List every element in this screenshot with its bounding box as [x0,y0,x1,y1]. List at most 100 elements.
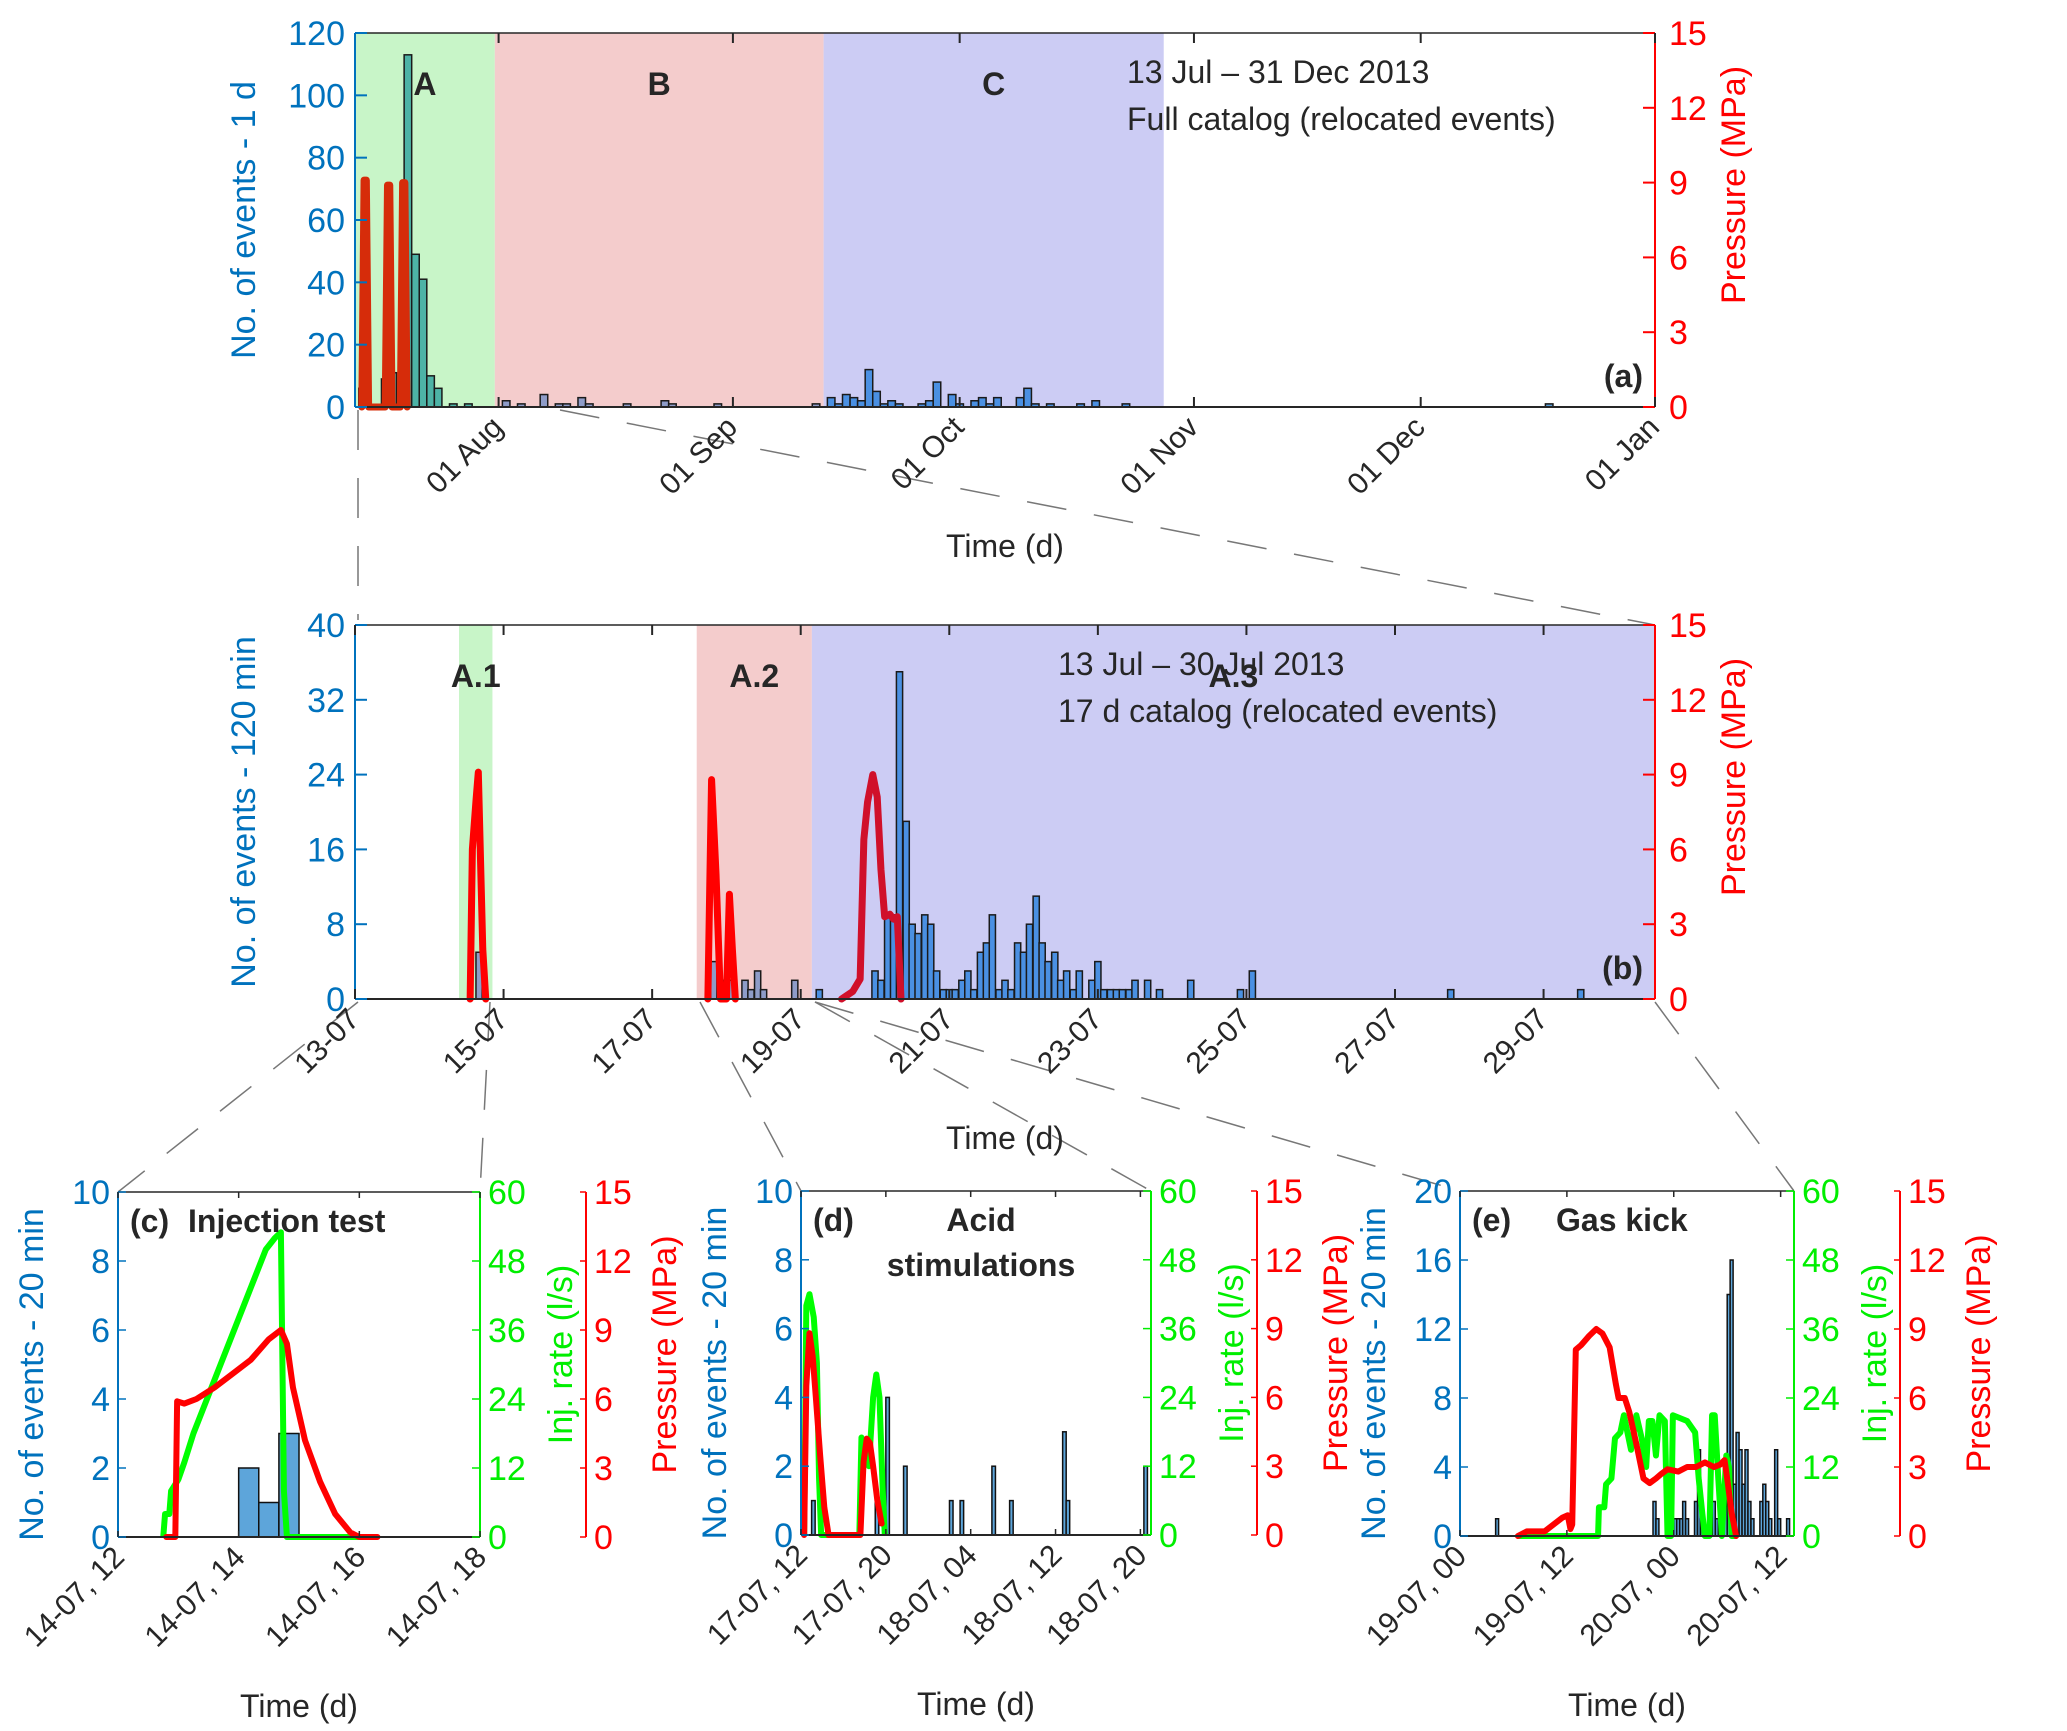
panel-label: (d) [813,1202,854,1238]
y-tick-label-left: 10 [755,1173,793,1211]
x-tick-label: 14-07, 16 [259,1541,372,1654]
catalog-annotation: Full catalog (relocated events) [1127,101,1556,137]
event-count-bar [902,1465,908,1536]
y-tick-label-left: 40 [307,607,345,645]
region-label: A.1 [451,658,501,694]
event-count-bar [539,393,549,408]
y-tick-label-injection: 48 [1159,1242,1197,1280]
y-tick-label-left: 60 [307,202,345,240]
event-count-bar [1099,988,1108,1000]
zoom-guide-line [559,409,1656,626]
y-tick-label-injection: 0 [488,1519,507,1557]
event-count-bar [1065,1499,1071,1536]
y-tick-label-left: 4 [774,1379,793,1417]
y-tick-label-right: 3 [1669,906,1688,944]
event-count-bar [426,375,436,408]
shaded-region-c [823,33,1164,407]
y-tick-label-pressure: 6 [594,1381,613,1419]
y-tick-label-right: 9 [1669,165,1688,203]
event-count-bar [932,381,942,408]
y-tick-label-pressure: 0 [1265,1517,1284,1555]
y-tick-label-left: 100 [288,77,345,115]
y-tick-label-injection: 12 [488,1450,526,1488]
y-tick-label-left: 4 [91,1381,110,1419]
y-tick-label-injection: 60 [1802,1173,1840,1211]
y-tick-label-left: 12 [1414,1311,1452,1349]
y-tick-label-left: 6 [91,1312,110,1350]
event-count-bar [1044,960,1052,1000]
region-label: B [648,66,671,102]
y-tick-label-left: 80 [307,140,345,178]
y-tick-label-injection: 60 [1159,1173,1197,1211]
pressure-line [163,1327,381,1540]
y-tick-label-left: 16 [1414,1242,1452,1280]
zoom-guide-line [117,1001,359,1193]
panel-title: stimulations [887,1247,1075,1283]
x-tick-label: 01 Oct [885,410,971,496]
y-tick-label-left: 0 [326,981,345,1019]
panel-label: (b) [1602,950,1643,986]
y-axis-label-injection: Inj. rate (l/s) [1856,1264,1894,1443]
event-count-bar [1015,396,1025,408]
y-tick-label-pressure: 15 [594,1174,632,1212]
region-label: A.2 [729,658,779,694]
y-tick-label-right: 6 [1669,239,1688,277]
event-count-bar [1007,988,1015,1000]
y-tick-label-left: 8 [91,1243,110,1281]
event-count-bar [1750,1518,1755,1537]
y-tick-label-pressure: 3 [594,1450,613,1488]
y-tick-label-injection: 36 [1159,1311,1197,1349]
y-tick-label-injection: 24 [1802,1380,1840,1418]
x-tick-label: 20-07, 12 [1681,1540,1794,1653]
region-label: C [982,66,1005,102]
y-tick-label-pressure: 3 [1908,1449,1927,1487]
y-tick-label-left: 8 [326,906,345,944]
event-count-bar [947,393,957,408]
injection-rate-line [160,1229,360,1540]
y-tick-label-right: 12 [1669,90,1707,128]
injection-rate-line [1517,1412,1737,1539]
y-tick-label-pressure: 6 [1908,1380,1927,1418]
event-count-bar [988,914,997,1000]
event-count-bar [418,278,428,408]
panel-a-full-catalog: A B C 0 20 40 60 80 100 120 0 3 6 9 12 15 01 Aug 01 Sep 01… [225,15,1753,564]
event-count-bar [410,253,420,408]
catalog-annotation: 13 Jul – 31 Dec 2013 [1127,54,1429,90]
zoom-guide-line [814,1001,1461,1192]
x-tick-label: 15-07 [437,1003,515,1081]
event-count-bar [810,1499,816,1536]
x-tick-label: 14-07, 18 [380,1541,493,1654]
y-tick-label-right: 9 [1669,757,1688,795]
event-count-bar [1714,1518,1720,1537]
event-count-bar [1655,1518,1660,1537]
event-count-bar [1446,988,1455,1000]
panel-label: (a) [1604,358,1643,394]
panel-label: (e) [1472,1202,1511,1238]
x-tick-label: 19-07 [734,1003,812,1081]
event-count-bar [747,988,755,1000]
y-axis-label-pressure: Pressure (MPa) [646,1235,684,1473]
y-tick-label-pressure: 0 [594,1519,613,1557]
event-count-bar [959,1499,965,1536]
y-tick-label-left: 24 [307,757,345,795]
y-tick-label-injection: 36 [488,1312,526,1350]
y-tick-label-left: 4 [1433,1449,1452,1487]
zoom-guide-line [479,1001,491,1193]
event-count-bar [1008,1499,1014,1536]
pressure-line [1514,1326,1740,1539]
y-tick-label-pressure: 15 [1265,1173,1303,1211]
x-tick-label: 17-07 [585,1003,663,1081]
y-tick-label-pressure: 12 [1265,1242,1303,1280]
y-tick-label-left: 8 [774,1242,793,1280]
x-tick-label: 01 Aug [420,411,509,500]
y-tick-label-left: 0 [774,1517,793,1555]
y-tick-label-left: 32 [307,682,345,720]
y-tick-label-injection: 12 [1802,1449,1840,1487]
event-count-bar [1025,923,1034,1000]
event-count-bar [815,988,824,1000]
x-tick-label: 29-07 [1477,1003,1555,1081]
event-count-bar [1075,970,1084,1000]
event-count-bar [991,1465,997,1536]
event-count-bar [237,1467,260,1538]
